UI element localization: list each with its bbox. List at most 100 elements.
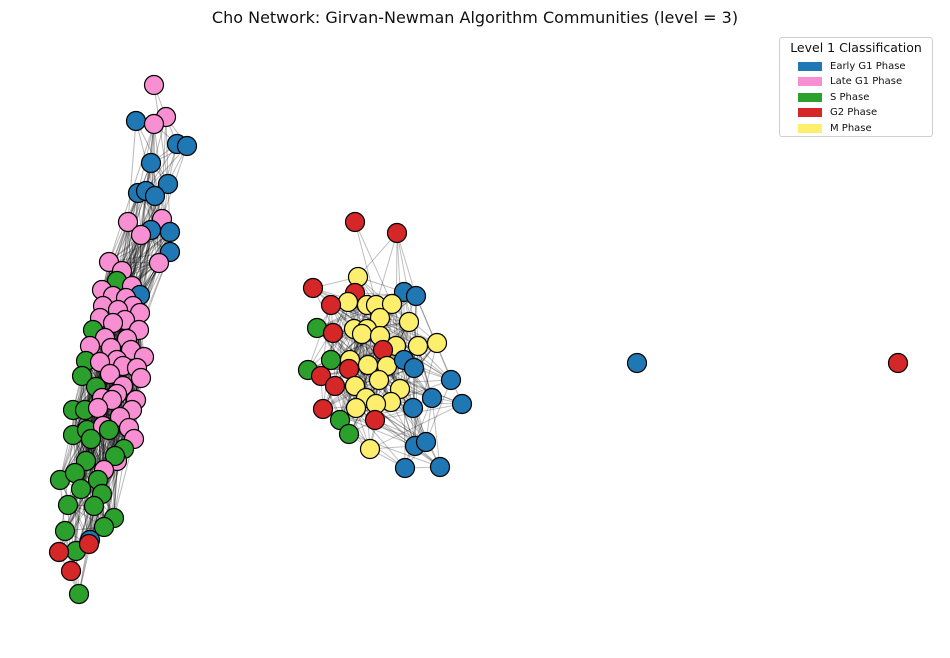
network-edge (354, 221, 393, 305)
network-node-m (368, 369, 390, 391)
network-edge (396, 232, 417, 297)
network-node-g2 (887, 352, 909, 374)
network-node-late (148, 252, 170, 274)
legend-title: Level 1 Classification (790, 40, 922, 55)
legend-label-m: M Phase (830, 122, 872, 134)
network-edge (413, 295, 417, 369)
network-edge (101, 190, 147, 291)
network-node-m (426, 332, 448, 354)
network-edge (334, 385, 371, 450)
chart-title: Cho Network: Girvan-Newman Algorithm Com… (211, 8, 739, 27)
legend-label-s: S Phase (830, 91, 870, 103)
network-node-early (403, 357, 425, 379)
network-node-late (99, 363, 121, 385)
network-node-s (71, 365, 93, 387)
network-edge (108, 231, 171, 263)
network-edge (354, 292, 367, 399)
legend-item-late-g1: Late G1 Phase (798, 75, 902, 87)
network-edge (127, 120, 137, 223)
network-node-m (345, 397, 367, 419)
network-node-g2 (338, 358, 360, 380)
network-node-g2 (364, 409, 386, 431)
network-node-g2 (320, 294, 342, 316)
network-node-m (359, 438, 381, 460)
network-node-early (402, 397, 424, 419)
network-node-g2 (310, 365, 332, 387)
network-node-s (80, 428, 102, 450)
network-edge (378, 379, 427, 443)
network-node-s (70, 478, 92, 500)
network-node-s (68, 583, 90, 605)
legend-item-early-g1: Early G1 Phase (798, 60, 906, 72)
network-node-early (626, 352, 648, 374)
network-node-early (405, 285, 427, 307)
network-edge (74, 375, 83, 474)
network-edge (353, 328, 427, 443)
network-node-m (398, 311, 420, 333)
network-node-early (144, 185, 166, 207)
node-layer (48, 74, 909, 605)
network-edge (322, 328, 355, 410)
network-node-s (54, 520, 76, 542)
network-node-s (98, 419, 120, 441)
network-edge (348, 433, 441, 468)
network-node-g2 (78, 533, 100, 555)
network-node-early (415, 431, 437, 453)
network-edge (408, 321, 433, 399)
legend-item-s: S Phase (798, 91, 869, 103)
legend-label-late-g1: Late G1 Phase (830, 75, 903, 87)
network-node-s (83, 495, 105, 517)
network-node-early (421, 387, 443, 409)
network-node-m (337, 291, 359, 313)
network-edge (165, 116, 169, 185)
network-node-s (57, 494, 79, 516)
network-node-late (143, 113, 165, 135)
legend: Level 1 Classification Early G1 Phase La… (779, 37, 933, 137)
network-edge (121, 192, 139, 272)
legend-label-early-g1: Early G1 Phase (830, 60, 906, 72)
network-node-g2 (324, 375, 346, 397)
legend-swatch-m (798, 123, 822, 133)
network-node-s (104, 445, 126, 467)
network-edge (101, 192, 139, 291)
network-node-early (429, 456, 451, 478)
network-node-m (381, 293, 403, 315)
network-edge (121, 231, 171, 272)
network-node-g2 (344, 211, 366, 233)
network-node-early (159, 221, 181, 243)
network-edge (425, 379, 452, 443)
network-node-early (125, 110, 147, 132)
network-node-late (130, 224, 152, 246)
legend-swatch-g2 (798, 107, 822, 117)
network-edge (431, 397, 441, 468)
network-node-early (451, 393, 473, 415)
network-node-s (338, 423, 360, 445)
legend-item-m: M Phase (798, 122, 872, 134)
network-node-early (394, 457, 416, 479)
network-node-m (407, 335, 429, 357)
network-edge (153, 84, 169, 185)
network-edge (140, 123, 155, 236)
legend-swatch-late-g1 (798, 76, 822, 86)
network-edge (135, 120, 169, 185)
network-edge (75, 488, 82, 552)
network-edge (334, 301, 349, 387)
legend-swatch-early-g1 (798, 61, 822, 71)
network-node-g2 (60, 560, 82, 582)
network-node-m (351, 323, 373, 345)
network-node-early (440, 369, 462, 391)
network-node-late (87, 397, 109, 419)
network-node-late (117, 211, 139, 233)
network-edge (58, 488, 82, 553)
network-node-late (143, 74, 165, 96)
legend-swatch-s (798, 92, 822, 102)
network-node-s (93, 516, 115, 538)
network-edge (403, 359, 406, 469)
network-edge (355, 407, 416, 447)
network-node-g2 (302, 277, 324, 299)
network-node-g2 (322, 322, 344, 344)
network-node-early (140, 152, 162, 174)
network-node-early (176, 135, 198, 157)
network-edge (378, 379, 416, 447)
network-edge (369, 403, 463, 450)
